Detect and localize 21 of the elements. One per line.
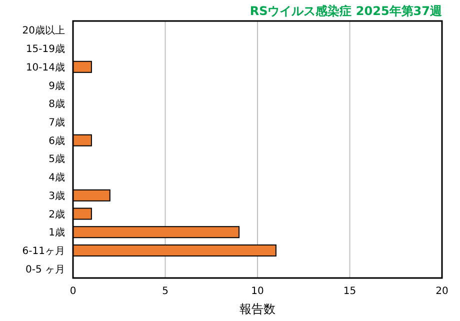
x-tick-label: 10 [251, 286, 264, 297]
y-tick-label: 10-14歳 [26, 61, 65, 74]
y-tick-label: 6歳 [48, 134, 65, 147]
y-tick-label: 15-19歳 [26, 43, 65, 56]
y-tick-label: 4歳 [48, 172, 65, 184]
y-tick-label: 3歳 [48, 190, 65, 202]
y-tick-label: 5歳 [48, 153, 65, 166]
x-tick-label: 5 [162, 286, 168, 297]
y-tick-label: 9歳 [48, 80, 65, 92]
y-tick-label: 2歳 [48, 208, 65, 220]
x-tick-label: 15 [343, 286, 356, 297]
chart-title: RSウイルス感染症 2025年第37週 [250, 4, 443, 18]
x-axis-title: 報告数 [240, 302, 276, 316]
y-tick-label: 7歳 [48, 116, 65, 128]
y-tick-label: 20歳以上 [22, 24, 65, 37]
x-tick-label: 20 [436, 286, 448, 297]
y-tick-label: 1歳 [48, 226, 65, 239]
y-tick-label: 8歳 [48, 98, 65, 110]
x-tick-label: 0 [70, 286, 76, 297]
y-tick-label: 6-11ヶ月 [22, 246, 65, 257]
y-tick-label: 0-5 ヶ月 [25, 264, 65, 276]
